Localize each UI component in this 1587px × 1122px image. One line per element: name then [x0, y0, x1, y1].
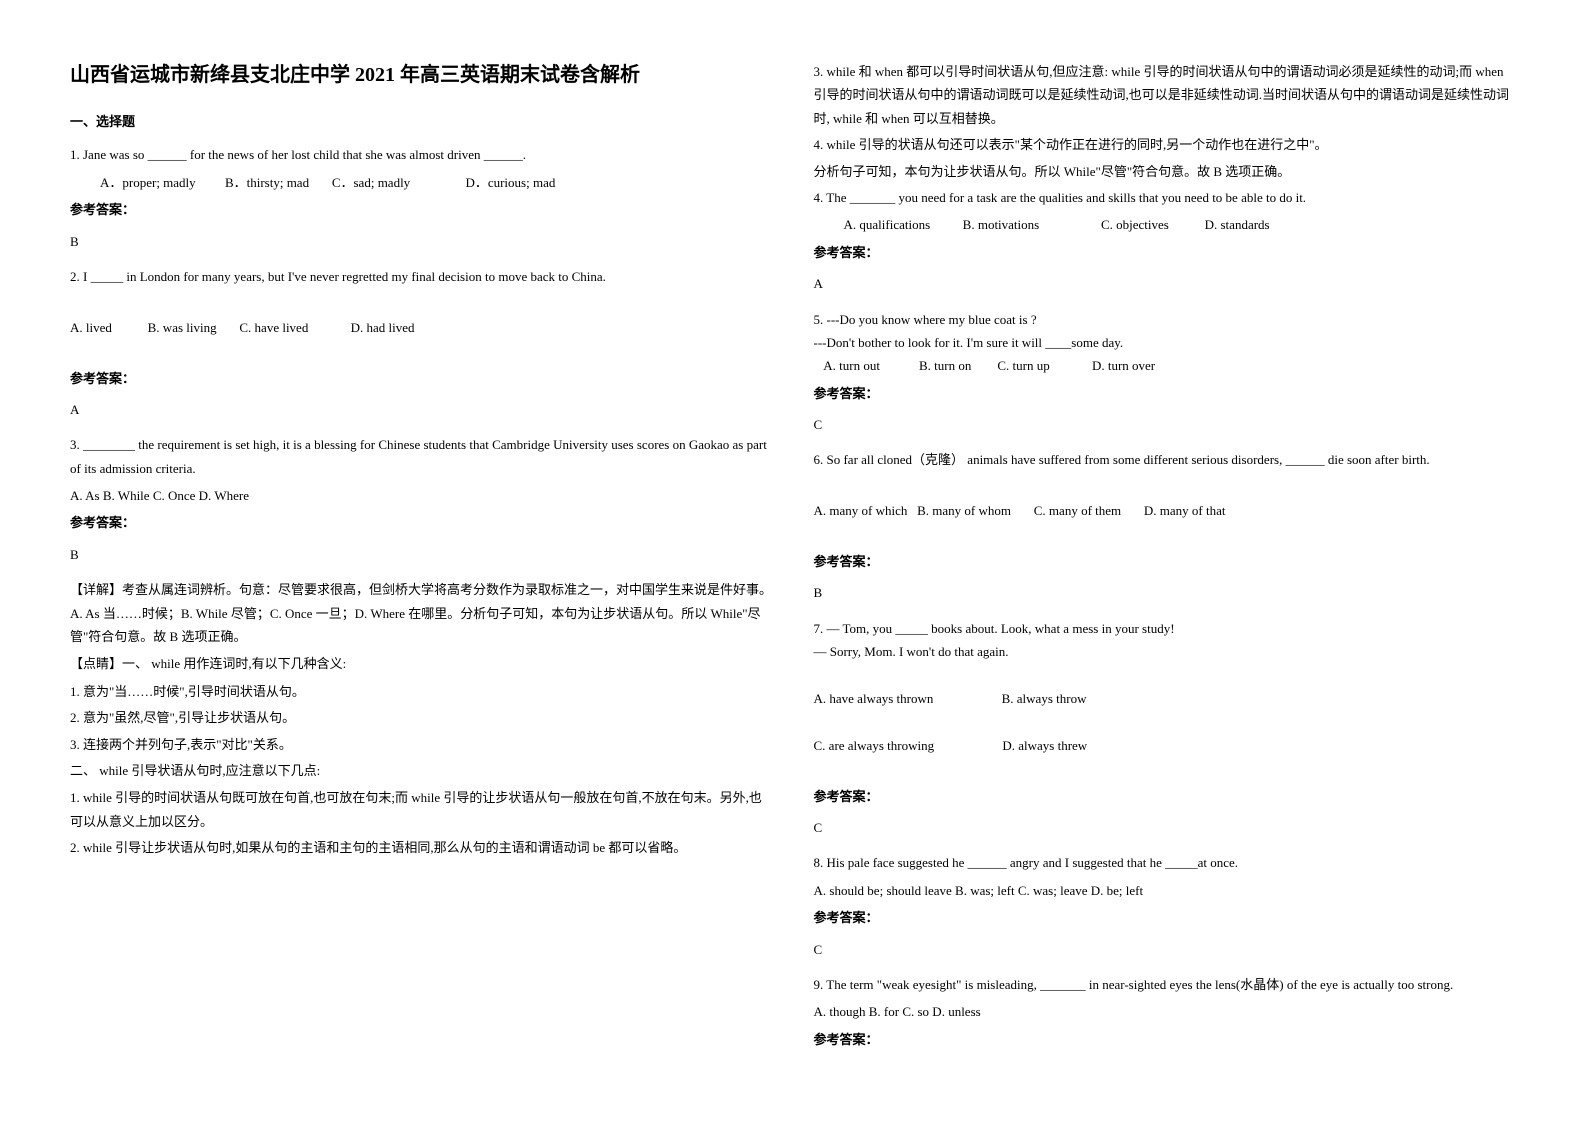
q7-opt-a: A. have always thrown — [814, 691, 934, 706]
q2-answer-label: 参考答案： — [70, 367, 774, 390]
q2-opt-a: A. lived — [70, 320, 112, 335]
q6-opt-b: B. many of whom — [917, 503, 1011, 518]
document-title: 山西省运城市新绛县支北庄中学 2021 年高三英语期末试卷含解析 — [70, 60, 774, 90]
q5-answer-label: 参考答案： — [814, 382, 1518, 405]
q7-answer-label: 参考答案： — [814, 785, 1518, 808]
q2-answer: A — [70, 398, 774, 421]
q3-exp1: 【详解】考查从属连词辨析。句意：尽管要求很高，但剑桥大学将高考分数作为录取标准之… — [70, 578, 774, 648]
question-2: 2. I _____ in London for many years, but… — [70, 265, 774, 421]
q1-opt-a: A．proper; madly — [100, 175, 196, 190]
q7-options-row1: A. have always thrown B. always throw — [814, 687, 1518, 710]
q5-opt-c: C. turn up — [997, 358, 1049, 373]
q1-opt-b: B．thirsty; mad — [225, 175, 309, 190]
q3-exp11: 分析句子可知，本句为让步状语从句。所以 While"尽管"符合句意。故 B 选项… — [814, 160, 1518, 183]
q8-answer: C — [814, 938, 1518, 961]
q6-answer: B — [814, 581, 1518, 604]
q1-answer: B — [70, 230, 774, 253]
q7-options-row2: C. are always throwing D. always threw — [814, 734, 1518, 757]
question-6: 6. So far all cloned（克隆） animals have su… — [814, 448, 1518, 604]
q1-text: 1. Jane was so ______ for the news of he… — [70, 143, 774, 166]
q6-answer-label: 参考答案： — [814, 550, 1518, 573]
q3-exp8: 2. while 引导让步状语从句时,如果从句的主语和主句的主语相同,那么从句的… — [70, 836, 774, 859]
q4-opt-c: C. objectives — [1101, 217, 1169, 232]
q7-opt-b: B. always throw — [1002, 691, 1087, 706]
right-column: 3. while 和 when 都可以引导时间状语从句,但应注意: while … — [794, 60, 1538, 1062]
q5-answer: C — [814, 413, 1518, 436]
q5-text2: ---Don't bother to look for it. I'm sure… — [814, 331, 1518, 354]
q7-opt-c: C. are always throwing — [814, 738, 935, 753]
question-3: 3. ________ the requirement is set high,… — [70, 433, 774, 859]
q3-exp6: 二、 while 引导状语从句时,应注意以下几点: — [70, 759, 774, 782]
q3-exp7: 1. while 引导的时间状语从句既可放在句首,也可放在句末;而 while … — [70, 786, 774, 833]
q4-opt-a: A. qualifications — [844, 217, 931, 232]
question-8: 8. His pale face suggested he ______ ang… — [814, 851, 1518, 961]
q3-exp3: 1. 意为"当……时候",引导时间状语从句。 — [70, 680, 774, 703]
q3-text: 3. ________ the requirement is set high,… — [70, 433, 774, 480]
q5-text1: 5. ---Do you know where my blue coat is … — [814, 308, 1518, 331]
q5-opt-d: D. turn over — [1092, 358, 1155, 373]
q8-answer-label: 参考答案： — [814, 906, 1518, 929]
q6-opt-d: D. many of that — [1144, 503, 1226, 518]
q2-opt-b: B. was living — [148, 320, 217, 335]
q9-answer-label: 参考答案： — [814, 1028, 1518, 1051]
q4-answer: A — [814, 272, 1518, 295]
q7-opt-d: D. always threw — [1002, 738, 1087, 753]
q6-opt-c: C. many of them — [1034, 503, 1121, 518]
q8-options: A. should be; should leave B. was; left … — [814, 879, 1518, 902]
q5-opt-a: A. turn out — [823, 358, 880, 373]
q2-options: A. lived B. was living C. have lived D. … — [70, 316, 774, 339]
q3-answer-label: 参考答案： — [70, 511, 774, 534]
q4-opt-d: D. standards — [1205, 217, 1270, 232]
q7-text1: 7. — Tom, you _____ books about. Look, w… — [814, 617, 1518, 640]
q6-opt-a: A. many of which — [814, 503, 908, 518]
q7-text2: — Sorry, Mom. I won't do that again. — [814, 640, 1518, 663]
q3-options: A. As B. While C. Once D. Where — [70, 484, 774, 507]
q6-text: 6. So far all cloned（克隆） animals have su… — [814, 448, 1518, 471]
q9-options: A. though B. for C. so D. unless — [814, 1000, 1518, 1023]
q1-opt-d: D．curious; mad — [465, 175, 555, 190]
q4-text: 4. The _______ you need for a task are t… — [814, 186, 1518, 209]
q1-answer-label: 参考答案： — [70, 198, 774, 221]
q2-opt-d: D. had lived — [351, 320, 415, 335]
question-9: 9. The term "weak eyesight" is misleadin… — [814, 973, 1518, 1051]
q2-opt-c: C. have lived — [239, 320, 308, 335]
q8-text: 8. His pale face suggested he ______ ang… — [814, 851, 1518, 874]
q4-options: A. qualifications B. motivations C. obje… — [814, 213, 1518, 236]
q1-options: A．proper; madly B．thirsty; mad C．sad; ma… — [70, 171, 774, 194]
q5-opt-b: B. turn on — [919, 358, 971, 373]
left-column: 山西省运城市新绛县支北庄中学 2021 年高三英语期末试卷含解析 一、选择题 1… — [50, 60, 794, 1062]
q4-opt-b: B. motivations — [963, 217, 1040, 232]
question-4: 4. The _______ you need for a task are t… — [814, 186, 1518, 296]
question-1: 1. Jane was so ______ for the news of he… — [70, 143, 774, 253]
q3-exp5: 3. 连接两个并列句子,表示"对比"关系。 — [70, 733, 774, 756]
q3-answer: B — [70, 543, 774, 566]
q3-exp4: 2. 意为"虽然,尽管",引导让步状语从句。 — [70, 706, 774, 729]
q2-text: 2. I _____ in London for many years, but… — [70, 265, 774, 288]
question-7: 7. — Tom, you _____ books about. Look, w… — [814, 617, 1518, 840]
q3-exp10: 4. while 引导的状语从句还可以表示"某个动作正在进行的同时,另一个动作也… — [814, 133, 1518, 156]
q9-text: 9. The term "weak eyesight" is misleadin… — [814, 973, 1518, 996]
q3-exp9: 3. while 和 when 都可以引导时间状语从句,但应注意: while … — [814, 60, 1518, 130]
q6-options: A. many of which B. many of whom C. many… — [814, 499, 1518, 522]
q1-opt-c: C．sad; madly — [332, 175, 410, 190]
question-5: 5. ---Do you know where my blue coat is … — [814, 308, 1518, 437]
q5-options: A. turn out B. turn on C. turn up D. tur… — [814, 354, 1518, 377]
q3-exp2: 【点睛】一、 while 用作连词时,有以下几种含义: — [70, 652, 774, 675]
q7-answer: C — [814, 816, 1518, 839]
section-header: 一、选择题 — [70, 110, 774, 133]
q4-answer-label: 参考答案： — [814, 241, 1518, 264]
